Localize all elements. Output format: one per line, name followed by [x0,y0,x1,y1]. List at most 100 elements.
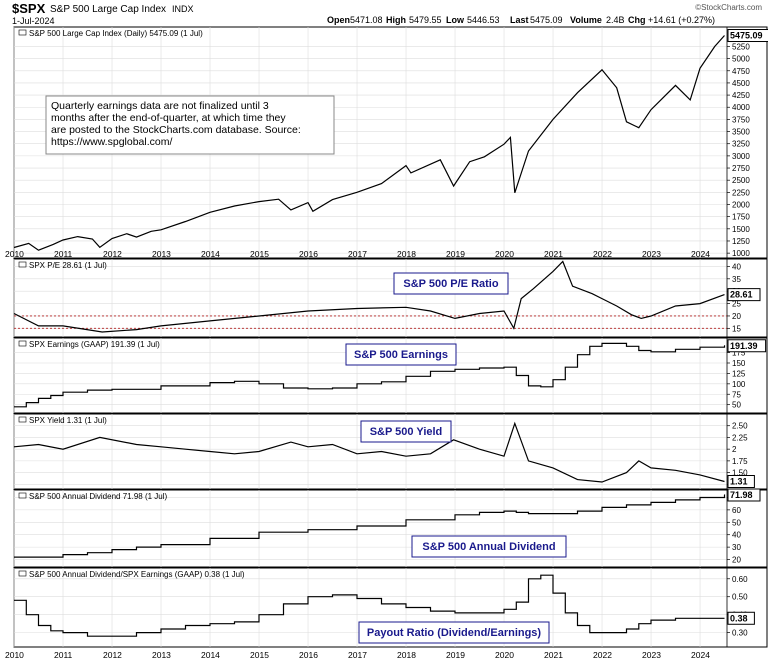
chg-value: +14.61 (+0.27%) [648,15,715,25]
last-value-box [727,611,755,625]
earnings-series-line [14,342,726,408]
symbol: $SPX [12,1,46,16]
legend-swatch [18,340,27,347]
y-tick-label: 3750 [732,115,750,124]
y-tick-label: 175 [732,349,746,358]
x-tick-label: 2012 [103,249,122,259]
y-tick-label: 2250 [732,188,750,197]
y-tick-label: 4250 [732,91,750,100]
y-tick-label: 40 [732,262,741,271]
brand-label: ©StockCharts.com [695,3,762,12]
exchange-label: INDX [172,4,194,14]
y-tick-label: 15 [732,324,741,333]
y-tick-label: 2750 [732,164,750,173]
legend-label: SPX Yield 1.31 (1 Jul) [29,416,107,425]
callout-label: Payout Ratio (Dividend/Earnings) [367,627,542,639]
y-tick-label: 20 [732,556,741,565]
y-tick-label: 2000 [732,201,750,210]
volume-label: Volume [570,15,602,25]
y-tick-label: 50 [732,518,741,527]
y-tick-label: 125 [732,369,746,378]
last-value-label: 5475.09 [730,31,763,41]
y-tick-label: 20 [732,312,741,321]
x-tick-label: 2013 [152,650,171,660]
legend-label: S&P 500 Large Cap Index (Daily) 5475.09 … [29,29,203,38]
last-value-label: 71.98 [730,490,753,500]
x-tick-label: 2017 [348,249,367,259]
legend-label: SPX Earnings (GAAP) 191.39 (1 Jul) [29,340,160,349]
x-tick-label: 2020 [495,249,514,259]
y-tick-label: 1000 [732,249,750,258]
y-tick-label: 40 [732,531,741,540]
y-tick-label: 3000 [732,152,750,161]
x-tick-label: 2011 [54,650,73,660]
x-tick-label: 2020 [495,650,514,660]
last-value-label: 191.39 [730,341,758,351]
y-tick-label: 100 [732,380,746,389]
callout-box [345,343,457,366]
payout-panel: 0.300.400.500.60S&P 500 Annual Dividend/… [5,567,768,660]
callout-label: S&P 500 Earnings [354,349,448,361]
y-tick-label: 1250 [732,237,750,246]
x-tick-label: 2010 [5,650,24,660]
y-tick-label: 50 [732,401,741,410]
note-line: months after the end-of-quarter, at whic… [51,112,286,124]
last-value: 5475.09 [530,15,563,25]
y-tick-label: 1.50 [732,469,748,478]
callout-box [411,535,567,558]
legend-label: SPX P/E 28.61 (1 Jul) [29,261,107,270]
legend-label: S&P 500 Annual Dividend 71.98 (1 Jul) [29,492,168,501]
y-tick-label: 1500 [732,225,750,234]
open-label: Open [327,15,350,25]
last-value-box [727,339,767,353]
quote-strip: Open 5471.08 High 5479.55 Low 5446.53 La… [327,15,715,25]
x-tick-label: 2016 [299,249,318,259]
legend-swatch [18,492,27,499]
legend-swatch [18,416,27,423]
high-label: High [386,15,406,25]
callout-box [360,420,452,443]
payout-series-line [14,574,725,637]
y-tick-label: 2.50 [732,422,748,431]
note-line: are posted to the StockCharts.com databa… [51,124,301,136]
last-value-box [727,288,761,302]
y-tick-label: 2 [732,445,737,454]
x-tick-label: 2011 [54,249,73,259]
x-tick-label: 2023 [642,650,661,660]
callout-label: S&P 500 Yield [370,426,443,438]
x-tick-label: 2024 [691,650,710,660]
y-tick-label: 0.60 [732,575,748,584]
x-tick-label: 2010 [5,249,24,259]
callout-label: S&P 500 P/E Ratio [403,278,498,290]
open-value: 5471.08 [350,15,383,25]
y-tick-label: 0.30 [732,629,748,638]
y-tick-label: 2.25 [732,433,748,442]
y-tick-label: 35 [732,275,741,284]
y-tick-label: 25 [732,300,741,309]
y-tick-label: 4750 [732,67,750,76]
low-value: 5446.53 [467,15,500,25]
x-tick-label: 2022 [593,249,612,259]
y-tick-label: 5000 [732,55,750,64]
y-tick-label: 2500 [732,176,750,185]
legend-swatch [18,261,27,268]
pe-panel: 152025303540SPX P/E 28.61 (1 Jul)28.61S&… [13,258,768,338]
legend-swatch [18,570,27,577]
last-value-box [727,475,755,488]
y-tick-label: 1750 [732,213,750,222]
x-tick-label: 2013 [152,249,171,259]
last-value-box [727,29,768,43]
x-tick-label: 2015 [250,650,269,660]
y-tick-label: 75 [732,390,741,399]
callout-box [393,272,509,295]
volume-value: 2.4B [606,15,625,25]
price-series-line [13,35,725,251]
last-label: Last [510,15,529,25]
price-panel: 1000 1250 1500 1750 2000 2250 2500 2750 3000 3250… [5,26,768,259]
panel-frame [13,489,768,568]
legend-label: S&P 500 Annual Dividend/SPX Earnings (GA… [29,570,245,579]
x-tick-label: 2021 [544,650,563,660]
note-line: Quarterly earnings data are not finalize… [51,100,269,112]
x-tick-label: 2014 [201,249,220,259]
